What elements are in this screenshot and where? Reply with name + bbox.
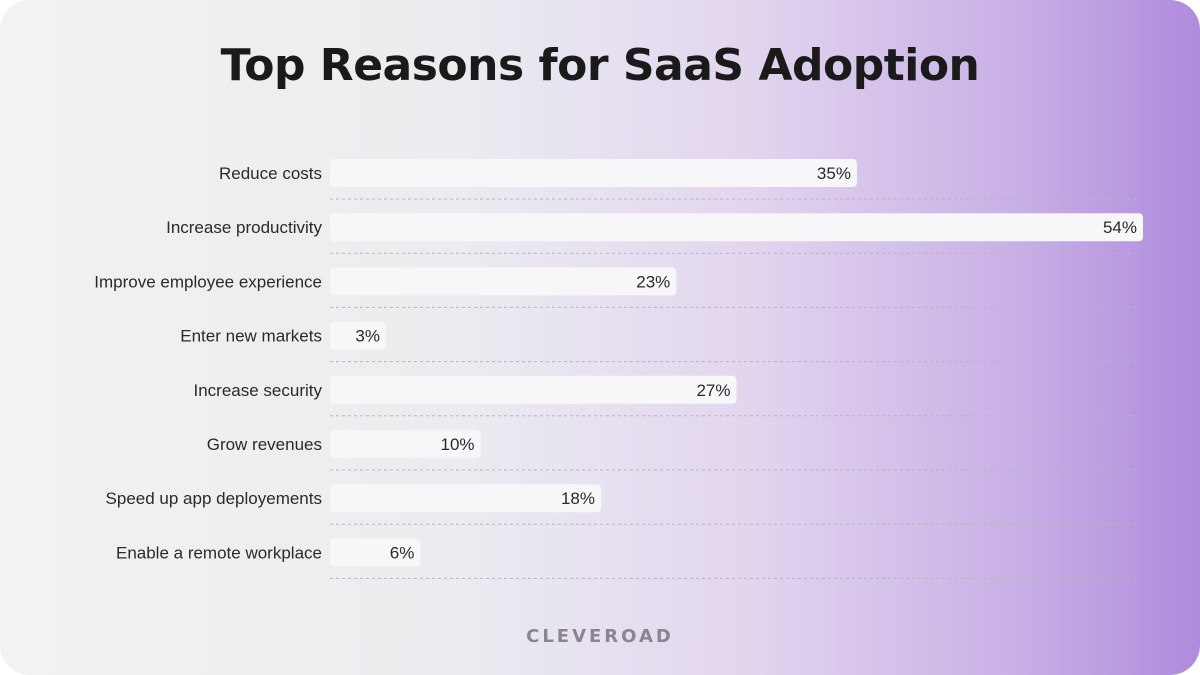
chart-title: Top Reasons for SaaS Adoption [220,40,980,91]
value-label: 10% [441,435,475,454]
value-label: 6% [390,543,415,562]
bar [330,430,481,458]
cleveroad-logo: CLEVEROAD [526,626,674,647]
bar [330,213,1143,242]
value-label: 23% [636,272,670,291]
value-label: 35% [817,164,851,183]
category-label: Reduce costs [219,164,322,183]
category-label: Grow revenues [207,435,322,454]
bar [330,484,601,513]
value-label: 54% [1103,218,1137,237]
bar [330,159,857,187]
value-label: 27% [696,381,730,400]
category-label: Improve employee experience [94,272,322,291]
bar [330,321,386,350]
value-label: 18% [561,489,595,508]
bar [330,267,677,296]
value-label: 3% [355,327,380,346]
category-label: Increase productivity [166,218,322,237]
category-label: Enable a remote workplace [116,543,322,562]
category-label: Speed up app deployements [106,489,322,508]
bar [330,538,421,567]
category-label: Increase security [194,381,323,400]
bar [330,375,737,404]
category-label: Enter new markets [180,327,322,346]
